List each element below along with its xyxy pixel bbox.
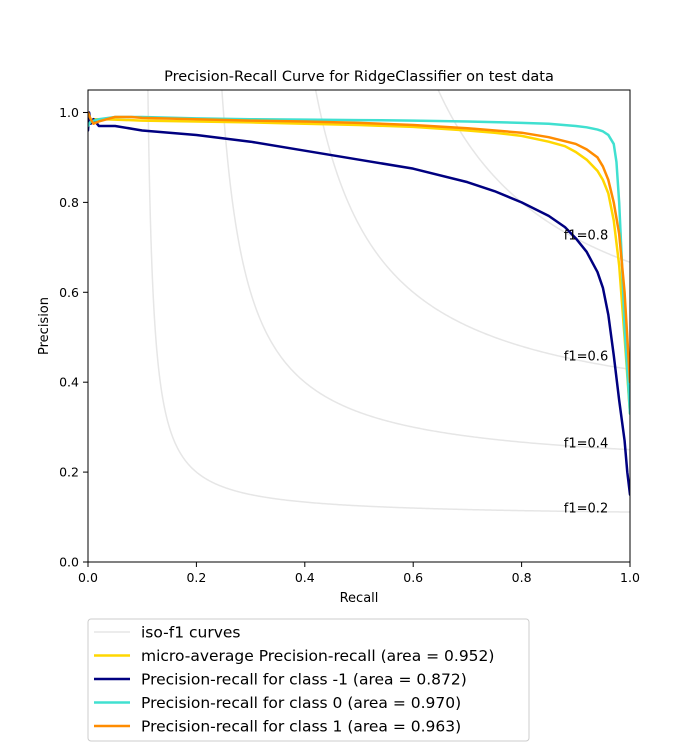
plot-frame xyxy=(87,89,631,563)
series-lines xyxy=(88,111,630,496)
iso-f1-curves xyxy=(147,90,630,513)
iso-f1-curve xyxy=(437,90,630,264)
legend-label: iso-f1 curves xyxy=(141,624,241,642)
x-axis-ticks: 0.0 0.2 0.4 0.6 0.8 1.0 xyxy=(78,562,640,585)
x-tick-label: 0.0 xyxy=(78,570,98,585)
legend-box xyxy=(87,618,530,742)
plot-background xyxy=(88,90,630,562)
x-tick-label: 0.2 xyxy=(186,570,206,585)
x-axis-label: Recall xyxy=(340,591,379,606)
iso-f1-curve xyxy=(221,90,630,451)
series-line xyxy=(88,111,630,384)
legend-label: Precision-recall for class -1 (area = 0.… xyxy=(141,671,467,689)
y-axis-ticks: 0.0 0.2 0.4 0.6 0.8 1.0 xyxy=(59,105,88,570)
iso-f1-label: f1=0.6 xyxy=(564,350,608,365)
legend-label: Precision-recall for class 0 (area = 0.9… xyxy=(141,694,461,712)
y-tick-label: 1.0 xyxy=(59,105,79,120)
y-tick-label: 0.0 xyxy=(59,555,79,570)
iso-f1-label: f1=0.4 xyxy=(564,436,608,451)
y-tick-label: 0.2 xyxy=(59,465,79,480)
chart-title: Precision-Recall Curve for RidgeClassifi… xyxy=(164,69,554,85)
iso-f1-labels: f1=0.2 f1=0.4 f1=0.6 f1=0.8 xyxy=(564,228,608,516)
y-tick-label: 0.8 xyxy=(59,195,79,210)
x-tick-label: 0.6 xyxy=(403,570,423,585)
iso-f1-curve xyxy=(314,90,630,371)
series-line xyxy=(88,111,630,496)
legend-label: micro-average Precision-recall (area = 0… xyxy=(141,647,494,665)
x-tick-label: 0.4 xyxy=(295,570,315,585)
iso-f1-label: f1=0.2 xyxy=(564,501,608,516)
y-axis-label: Precision xyxy=(37,297,52,355)
series-line xyxy=(88,111,630,415)
y-tick-label: 0.6 xyxy=(59,285,79,300)
x-tick-label: 0.8 xyxy=(512,570,532,585)
y-tick-label: 0.4 xyxy=(59,375,79,390)
legend-label: Precision-recall for class 1 (area = 0.9… xyxy=(141,718,461,736)
iso-f1-curve xyxy=(147,90,630,513)
iso-f1-label: f1=0.8 xyxy=(564,228,608,243)
x-tick-label: 1.0 xyxy=(620,570,640,585)
legend: iso-f1 curves micro-average Precision-rec… xyxy=(87,618,530,742)
